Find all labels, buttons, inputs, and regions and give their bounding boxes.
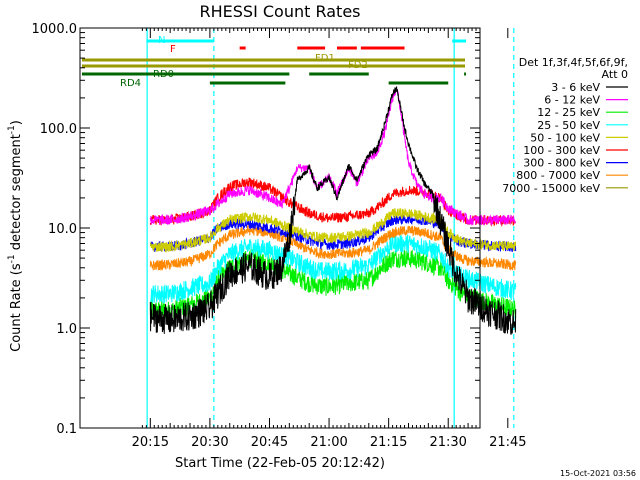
y-tick-label: 0.1	[56, 422, 77, 437]
legend-entry-label: 7000 - 15000 keV	[502, 182, 600, 195]
fd2-bar	[82, 64, 465, 68]
flag-bar-segment	[297, 46, 326, 50]
flag-bar-segment	[452, 39, 466, 43]
flag-bars: NFFD1FD2RD0RD4	[82, 35, 466, 89]
x-axis-label: Start Time (22-Feb-05 20:12:42)	[175, 456, 385, 471]
legend-entry-label: 25 - 50 keV	[537, 119, 600, 132]
flag-bar-segment	[360, 46, 405, 50]
x-tick-label: 20:30	[191, 435, 228, 450]
legend-entry-label: 300 - 800 keV	[523, 157, 600, 170]
series-line	[149, 234, 517, 304]
y-tick-label: 1000.0	[32, 22, 78, 37]
flag-label: N	[158, 35, 165, 46]
y-tick-label: 10.0	[48, 222, 77, 237]
flag-bar-segment	[82, 72, 290, 76]
flag-bar-segment	[337, 46, 357, 50]
series-line	[149, 208, 517, 253]
y-tick-label: 100.0	[40, 122, 77, 137]
flag-label: FD1	[315, 53, 335, 64]
y-axis-label: Count Rate (s-1 detector segment-1)	[7, 120, 24, 352]
flag-label: F	[170, 44, 176, 55]
legend-entry-label: 12 - 25 keV	[537, 106, 600, 119]
flag-bar-segment	[82, 58, 465, 62]
legend-entry-label: 800 - 7000 keV	[516, 169, 600, 182]
flag-bar-segment	[146, 39, 214, 43]
legend-entry-label: 6 - 12 keV	[544, 94, 600, 107]
flag-bar-segment	[239, 46, 246, 50]
chart-title: RHESSI Count Rates	[200, 2, 361, 21]
legend-entry-label: 3 - 6 keV	[551, 81, 600, 94]
y-tick-label: 1.0	[56, 322, 77, 337]
y-axis-ticks: 0.1 1.0 10.0 100.0 1000.0	[32, 22, 480, 437]
series-line	[149, 89, 516, 226]
series-line	[149, 86, 517, 335]
x-tick-label: 21:00	[310, 435, 347, 450]
legend-title-line: Att 0	[602, 68, 628, 81]
flag-bar-segment	[209, 81, 286, 85]
vertical-markers	[146, 28, 515, 428]
x-tick-label: 21:45	[489, 435, 526, 450]
flag-label: RD0	[153, 69, 174, 80]
x-tick-label: 21:30	[429, 435, 466, 450]
x-tick-label: 21:15	[370, 435, 407, 450]
legend-title-line: Det 1f,3f,4f,5f,6f,9f,	[519, 56, 628, 69]
legend-entry-label: 50 - 100 keV	[530, 131, 600, 144]
series-line	[149, 223, 517, 272]
flag-bar-segment	[464, 72, 466, 76]
x-tick-label: 20:15	[132, 435, 169, 450]
series-curves	[149, 86, 517, 335]
flag-label: RD4	[120, 78, 141, 89]
x-axis-ticks: 20:15 20:30 20:45 21:00 21:15 21:30 21:45	[132, 28, 527, 450]
flag-bar-segment	[309, 72, 369, 76]
timestamp-label: 15-Oct-2021 03:56	[560, 469, 636, 478]
flag-bar-segment	[388, 81, 449, 85]
x-tick-label: 20:45	[251, 435, 288, 450]
legend-entry-label: 100 - 300 keV	[523, 144, 600, 157]
